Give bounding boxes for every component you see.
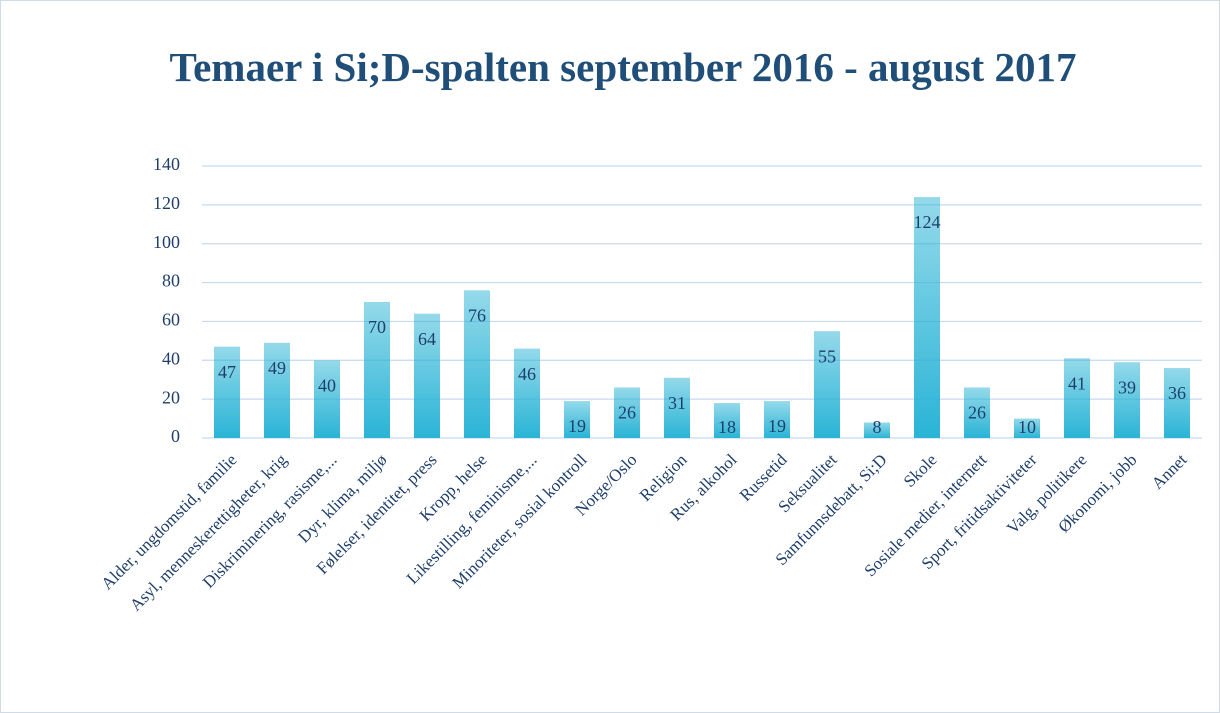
bar (1114, 362, 1140, 438)
data-label: 10 (1018, 417, 1036, 437)
y-tick-label: 20 (162, 387, 180, 407)
y-tick-label: 0 (171, 426, 180, 446)
data-label: 40 (318, 375, 336, 395)
y-tick-label: 140 (153, 154, 180, 174)
data-label: 55 (818, 346, 836, 366)
bar (1164, 368, 1190, 438)
data-label: 46 (518, 364, 536, 384)
data-label: 19 (768, 416, 786, 436)
data-label: 41 (1068, 373, 1086, 393)
bar (364, 302, 390, 438)
y-tick-label: 80 (162, 271, 180, 291)
bar (514, 348, 540, 438)
data-label: 36 (1168, 383, 1186, 403)
data-label: 26 (968, 403, 986, 423)
data-label: 70 (368, 317, 386, 337)
bar (414, 313, 440, 438)
y-tick-label: 40 (162, 348, 180, 368)
data-label: 47 (218, 362, 236, 382)
bar (564, 401, 590, 438)
data-label: 124 (914, 212, 941, 232)
data-label: 26 (618, 403, 636, 423)
data-label: 49 (268, 358, 286, 378)
data-label: 18 (718, 417, 736, 437)
bar (314, 360, 340, 438)
data-label: 64 (418, 329, 436, 349)
y-tick-label: 60 (162, 310, 180, 330)
x-tick-label: Dyr, klima, miljø (294, 450, 390, 546)
bar (764, 401, 790, 438)
x-tick-label: Annet (1148, 450, 1191, 493)
bar (1014, 418, 1040, 438)
data-label: 19 (568, 416, 586, 436)
bar (914, 197, 940, 438)
bar (1064, 358, 1090, 438)
data-label: 8 (873, 417, 882, 437)
bar (814, 331, 840, 438)
bar (964, 387, 990, 438)
y-tick-label: 100 (153, 232, 180, 252)
x-tick-label: Skole (900, 450, 941, 491)
chart-title: Temaer i Si;D-spalten september 2016 - a… (169, 44, 1077, 90)
bar (264, 342, 290, 438)
data-label: 39 (1118, 377, 1136, 397)
bar (664, 377, 690, 438)
y-tick-label: 120 (153, 193, 180, 213)
bar (714, 403, 740, 438)
bar (214, 346, 240, 438)
bar (464, 290, 490, 438)
data-label: 31 (668, 393, 686, 413)
bar (864, 422, 890, 438)
data-label: 76 (468, 305, 486, 325)
bar (614, 387, 640, 438)
